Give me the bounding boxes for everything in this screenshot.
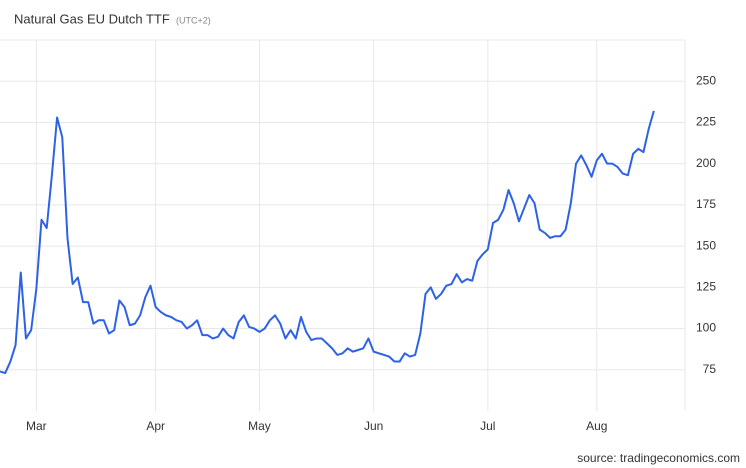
- x-tick-label: Jun: [364, 419, 383, 433]
- chart-subtitle: (UTC+2): [176, 15, 211, 25]
- y-tick-label: 250: [696, 73, 716, 87]
- y-tick-label: 175: [696, 197, 716, 211]
- x-tick-label: Apr: [146, 419, 165, 433]
- price-line: [0, 110, 655, 375]
- x-tick-label: May: [248, 419, 271, 433]
- y-tick-label: 75: [703, 362, 717, 376]
- y-tick-label: 150: [696, 238, 716, 252]
- source: source: tradingeconomics.com: [577, 451, 740, 465]
- y-tick-label: 225: [696, 115, 716, 129]
- x-tick-label: Jul: [480, 419, 495, 433]
- chart-title: Natural Gas EU Dutch TTF: [14, 11, 170, 26]
- y-tick-label: 200: [696, 156, 716, 170]
- x-tick-label: Mar: [26, 419, 47, 433]
- y-tick-label: 100: [696, 321, 716, 335]
- x-tick-label: Aug: [586, 419, 607, 433]
- y-tick-label: 125: [696, 280, 716, 294]
